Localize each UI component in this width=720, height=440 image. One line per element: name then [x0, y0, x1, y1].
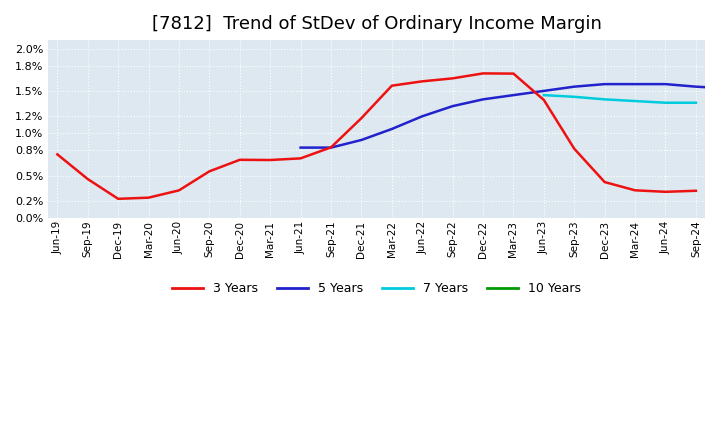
Legend: 3 Years, 5 Years, 7 Years, 10 Years: 3 Years, 5 Years, 7 Years, 10 Years [167, 278, 586, 301]
Title: [7812]  Trend of StDev of Ordinary Income Margin: [7812] Trend of StDev of Ordinary Income… [152, 15, 601, 33]
